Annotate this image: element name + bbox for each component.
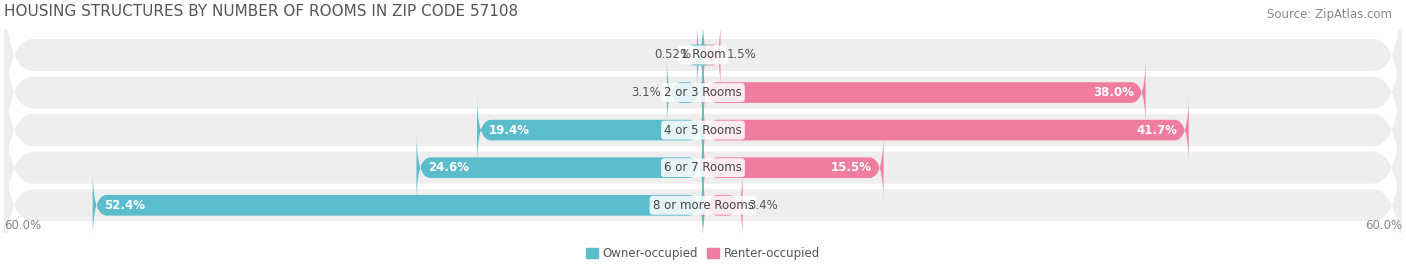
Text: 60.0%: 60.0% (1365, 219, 1402, 232)
Text: 0.52%: 0.52% (654, 48, 692, 62)
FancyBboxPatch shape (703, 95, 1188, 165)
Text: 41.7%: 41.7% (1136, 124, 1177, 137)
FancyBboxPatch shape (4, 127, 1402, 269)
Text: HOUSING STRUCTURES BY NUMBER OF ROOMS IN ZIP CODE 57108: HOUSING STRUCTURES BY NUMBER OF ROOMS IN… (4, 4, 519, 19)
FancyBboxPatch shape (703, 171, 742, 240)
Text: 6 or 7 Rooms: 6 or 7 Rooms (664, 161, 742, 174)
FancyBboxPatch shape (4, 90, 1402, 246)
FancyBboxPatch shape (416, 133, 703, 203)
FancyBboxPatch shape (666, 58, 703, 127)
FancyBboxPatch shape (93, 171, 703, 240)
Text: 2 or 3 Rooms: 2 or 3 Rooms (664, 86, 742, 99)
FancyBboxPatch shape (703, 133, 883, 203)
Text: 3.4%: 3.4% (748, 199, 778, 212)
Text: 8 or more Rooms: 8 or more Rooms (652, 199, 754, 212)
Text: 4 or 5 Rooms: 4 or 5 Rooms (664, 124, 742, 137)
Text: 3.1%: 3.1% (631, 86, 661, 99)
FancyBboxPatch shape (4, 0, 1402, 133)
Text: 60.0%: 60.0% (4, 219, 41, 232)
Legend: Owner-occupied, Renter-occupied: Owner-occupied, Renter-occupied (581, 242, 825, 264)
FancyBboxPatch shape (477, 95, 703, 165)
Text: 1 Room: 1 Room (681, 48, 725, 62)
FancyBboxPatch shape (4, 15, 1402, 171)
Text: 38.0%: 38.0% (1092, 86, 1135, 99)
FancyBboxPatch shape (703, 58, 1146, 127)
FancyBboxPatch shape (4, 52, 1402, 208)
FancyBboxPatch shape (689, 20, 711, 90)
Text: 19.4%: 19.4% (489, 124, 530, 137)
Text: 1.5%: 1.5% (727, 48, 756, 62)
Text: 52.4%: 52.4% (104, 199, 145, 212)
FancyBboxPatch shape (703, 20, 720, 90)
Text: 15.5%: 15.5% (831, 161, 872, 174)
Text: Source: ZipAtlas.com: Source: ZipAtlas.com (1267, 8, 1392, 21)
Text: 24.6%: 24.6% (427, 161, 470, 174)
